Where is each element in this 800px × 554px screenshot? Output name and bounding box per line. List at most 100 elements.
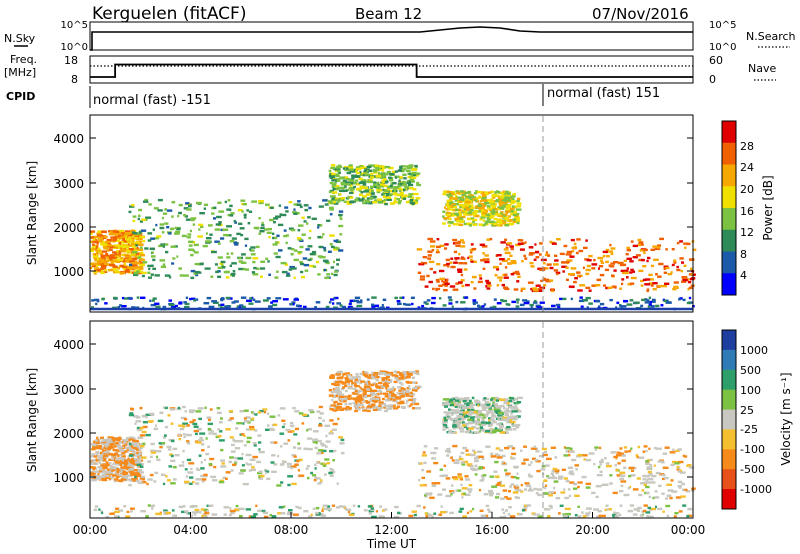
velocity-echo-cell <box>119 471 123 474</box>
velocity-echo-cell <box>156 458 161 461</box>
power-echo-cell <box>118 229 124 233</box>
power-echo-cell <box>272 243 278 246</box>
velocity-echo-cell <box>619 474 626 477</box>
velocity-echo-cell <box>263 511 269 515</box>
power-echo-cell <box>517 197 521 201</box>
velocity-echo-cell <box>454 403 459 406</box>
power-echo-cell <box>133 237 138 240</box>
velocity-echo-cell <box>496 410 501 413</box>
power-echo-cell <box>273 252 278 255</box>
velocity-echo-cell <box>133 472 139 475</box>
power-echo-cell <box>101 250 108 253</box>
power-echo-cell <box>654 247 661 251</box>
power-echo-cell <box>385 196 392 199</box>
velocity-echo-cell <box>136 428 142 432</box>
velocity-echo-cell <box>631 469 635 472</box>
power-echo-cell <box>264 228 269 231</box>
power-echo-cell <box>186 236 191 239</box>
power-echo-cell <box>366 298 370 301</box>
velocity-echo-cell <box>430 451 437 455</box>
velocity-echo-cell <box>378 401 384 404</box>
velocity-echo-cell <box>643 445 648 448</box>
velocity-echo-cell <box>229 436 234 439</box>
power-echo-cell <box>336 178 340 181</box>
velocity-echo-cell <box>497 414 503 417</box>
power-echo-cell <box>282 298 289 301</box>
power-echo-cell <box>643 251 646 254</box>
velocity-echo-cell <box>358 398 363 402</box>
velocity-echo-cell <box>459 430 465 433</box>
power-echo-cell <box>248 210 253 213</box>
velocity-echo-cell <box>98 441 104 445</box>
power-echo-cell <box>150 273 154 276</box>
power-echo-cell <box>597 256 604 260</box>
nsky-trace <box>90 26 693 51</box>
velocity-echo-cell <box>573 487 578 490</box>
velocity-echo-cell <box>160 473 166 476</box>
velocity-echo-cell <box>531 457 536 460</box>
power-echo-cell <box>166 226 170 229</box>
velocity-echo-cell <box>396 405 401 408</box>
velocity-echo-cell <box>528 487 532 490</box>
power-echo-cell <box>381 180 385 184</box>
power-echo-cell <box>249 297 253 300</box>
power-echo-cell <box>96 269 102 272</box>
velocity-echo-cell <box>551 469 558 473</box>
power-echo-cell <box>384 202 388 206</box>
power-echo-cell <box>125 238 131 241</box>
velocity-echo-cell <box>324 458 330 461</box>
velocity-echo-cell <box>297 447 302 450</box>
velocity-echo-cell <box>557 512 561 515</box>
power-echo-cell <box>168 276 172 279</box>
velocity-echo-cell <box>393 380 398 384</box>
power-echo-cell <box>218 304 223 307</box>
velocity-echo-cell <box>107 444 114 448</box>
velocity-echo-cell <box>481 422 487 425</box>
power-echo-cell <box>138 214 141 217</box>
power-echo-cell <box>135 241 140 244</box>
velocity-echo-cell <box>494 427 498 430</box>
velocity-echo-cell <box>497 454 501 457</box>
power-echo-cell <box>400 191 404 195</box>
power-echo-cell <box>399 166 402 169</box>
velocity-echo-cell <box>511 452 516 456</box>
velocity-echo-cell <box>461 419 465 422</box>
power-echo-cell <box>251 271 256 274</box>
velocity-echo-cell <box>115 444 121 447</box>
velocity-echo-cell <box>135 473 141 476</box>
power-echo-cell <box>297 238 303 241</box>
power-echo-cell <box>125 260 131 263</box>
velocity-echo-cell <box>504 446 510 450</box>
velocity-echo-cell <box>502 511 506 515</box>
velocity-echo-cell <box>91 466 96 469</box>
velocity-echo-cell <box>415 385 422 388</box>
velocity-echo-cell <box>505 472 511 475</box>
velocity-echo-cell <box>618 513 622 517</box>
velocity-echo-cell <box>184 510 189 513</box>
power-echo-cell <box>427 237 433 241</box>
power-colorbar-color-cell <box>722 164 736 187</box>
power-echo-cell <box>165 250 169 254</box>
velocity-echo-cell <box>444 419 448 422</box>
velocity-echo-cell <box>147 460 151 463</box>
power-echo-cell <box>454 203 459 206</box>
power-echo-cell <box>334 173 339 176</box>
velocity-echo-cell <box>130 473 137 476</box>
velocity-echo-cell <box>118 441 123 444</box>
velocity-echo-cell <box>521 462 526 465</box>
power-echo-cell <box>379 184 384 188</box>
power-echo-cell <box>569 255 575 258</box>
velocity-echo-cell <box>466 427 469 430</box>
velocity-echo-cell <box>265 428 270 431</box>
velocity-echo-cell <box>190 467 193 471</box>
power-echo-cell <box>631 270 635 273</box>
power-echo-cell <box>368 190 371 193</box>
velocity-echo-cell <box>242 422 245 425</box>
velocity-echo-cell <box>506 431 509 434</box>
velocity-echo-cell <box>96 436 99 440</box>
velocity-echo-cell <box>385 399 391 402</box>
velocity-echo-cell <box>119 469 125 472</box>
velocity-echo-cell <box>537 515 543 518</box>
velocity-echo-cell <box>101 478 108 482</box>
velocity-echo-cell <box>116 477 119 481</box>
